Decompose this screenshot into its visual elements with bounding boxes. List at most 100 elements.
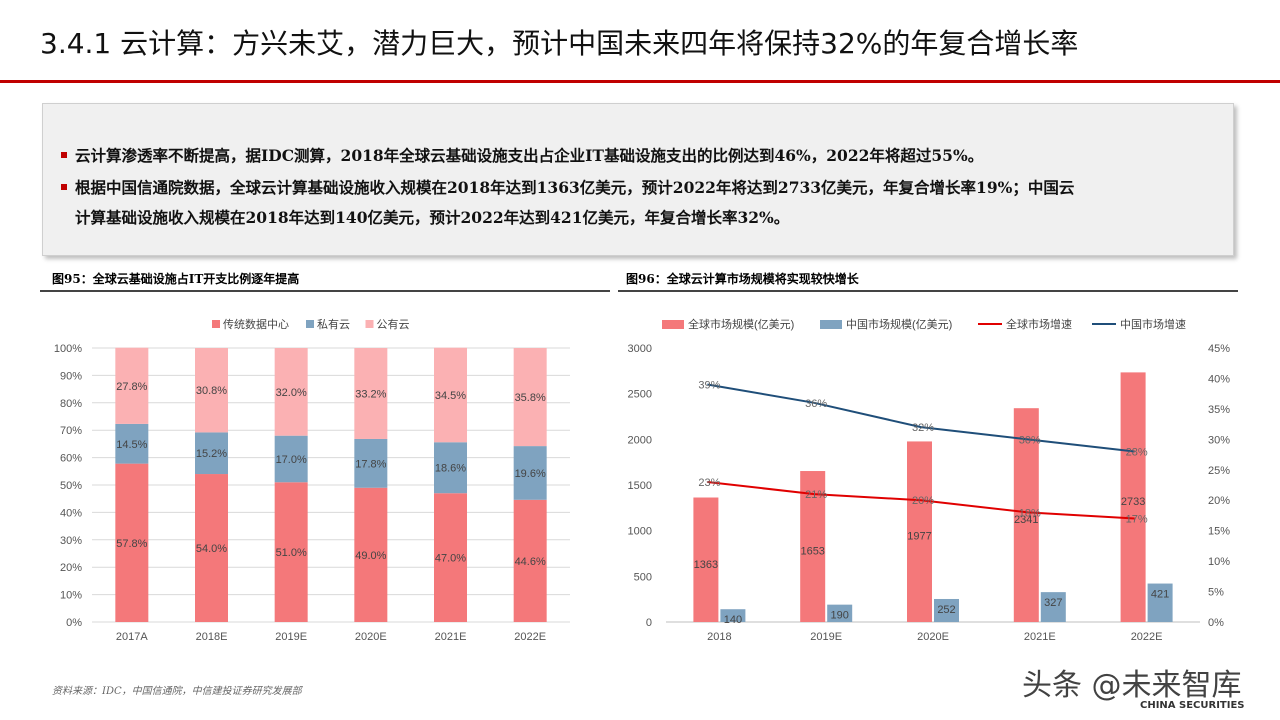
- legend-swatch-2: [365, 320, 374, 328]
- bullet-2: 根据中国信通院数据，全球云计算基础设施收入规模在2018年达到1363亿美元，预…: [61, 174, 1074, 202]
- legend-label-line-0: 全球市场增速: [1006, 317, 1072, 331]
- x-tick-label: 2018: [707, 631, 731, 643]
- line-data-label: 20%: [912, 495, 934, 507]
- bar-segment: [274, 348, 308, 436]
- bullet-1-text: 云计算渗透率不断提高，据IDC测算，2018年全球云基础设施支出占企业IT基础设…: [75, 146, 984, 165]
- line-data-label: 30%: [1019, 434, 1041, 446]
- line-data-label: 17%: [1126, 513, 1148, 525]
- data-label: 51.0%: [276, 547, 307, 559]
- y2-tick-label: 15%: [1208, 526, 1230, 538]
- y2-tick-label: 40%: [1208, 373, 1230, 385]
- legend-label-2: 公有云: [377, 317, 410, 331]
- data-label: 44.6%: [515, 556, 546, 568]
- legend-label-line-1: 中国市场增速: [1120, 317, 1186, 331]
- bar-segment: [354, 438, 388, 488]
- cloud-market-combo-chart: 全球市场规模(亿美元) 中国市场规模(亿美元) 全球市场增速 中国市场增速 0 500 10…: [628, 317, 1231, 643]
- bar-segment: [195, 432, 228, 475]
- legend-label-1: 私有云: [317, 317, 350, 331]
- y-tick-label: 70%: [60, 425, 82, 437]
- bar-segment: [115, 347, 149, 424]
- x-tick-label: 2022E: [514, 631, 546, 643]
- data-label: 33.2%: [355, 388, 386, 400]
- data-label: 30.8%: [196, 385, 227, 397]
- bar-data-label: 252: [937, 604, 955, 616]
- bar-data-label: 140: [724, 614, 742, 626]
- line-data-label: 32%: [912, 422, 934, 434]
- bar-segment: [513, 348, 547, 447]
- bar-segment: [195, 474, 228, 622]
- bar: [693, 497, 719, 622]
- bar-data-label: 1977: [907, 531, 931, 543]
- data-label: 47.0%: [435, 553, 466, 565]
- data-label: 17.0%: [276, 454, 307, 466]
- bar: [720, 609, 746, 622]
- y-tick-label: 40%: [60, 507, 82, 519]
- figure-96-title: 图96：全球云计算市场规模将实现较快增长: [626, 272, 859, 286]
- y2-tick-label: 35%: [1208, 404, 1230, 416]
- bar: [1013, 408, 1039, 622]
- line-data-label: 28%: [1126, 447, 1148, 459]
- y2-tick-label: 25%: [1208, 465, 1230, 477]
- bar: [800, 471, 826, 622]
- y2-tick-label: 5%: [1208, 587, 1224, 599]
- legend-label-0: 传统数据中心: [223, 317, 289, 331]
- y2-tick-label: 10%: [1208, 556, 1230, 568]
- bar-data-label: 2341: [1014, 514, 1038, 526]
- y-tick-label: 2500: [628, 389, 652, 401]
- data-label: 27.8%: [116, 381, 147, 393]
- bullet-2-continuation: 计算基础设施收入规模在2018年达到140亿美元，预计2022年达到421亿美元…: [75, 208, 790, 227]
- figure-96-rule: [618, 290, 1238, 292]
- y-tick-label: 60%: [60, 453, 82, 465]
- bar-segment: [115, 463, 149, 622]
- x-tick-label: 2020E: [355, 631, 387, 643]
- x-tick-label: 2019E: [275, 631, 307, 643]
- figure-95-rule: [40, 290, 610, 292]
- watermark: 头条 @未来智库: [1022, 668, 1242, 703]
- bar-data-label: 2733: [1121, 496, 1145, 508]
- bar-segment: [354, 487, 388, 622]
- line-data-label: 18%: [1019, 507, 1041, 519]
- data-label: 15.2%: [196, 448, 227, 460]
- y-tick-label: 1500: [628, 480, 652, 492]
- y2-tick-label: 30%: [1208, 434, 1230, 446]
- y-tick-label: 10%: [60, 590, 82, 602]
- data-label: 19.6%: [515, 468, 546, 480]
- data-label: 34.5%: [435, 390, 466, 402]
- y-tick-label: 0: [646, 617, 652, 629]
- y2-tick-label: 45%: [1208, 343, 1230, 355]
- data-label: 14.5%: [116, 439, 147, 451]
- bar-data-label: 327: [1044, 597, 1062, 609]
- bar-data-label: 1363: [694, 559, 718, 571]
- bar-segment: [513, 446, 547, 500]
- y-tick-label: 100%: [54, 343, 82, 355]
- legend-label-bar-0: 全球市场规模(亿美元): [688, 317, 794, 331]
- x-tick-label: 2022E: [1131, 631, 1163, 643]
- bullet-1: 云计算渗透率不断提高，据IDC测算，2018年全球云基础设施支出占企业IT基础设…: [61, 142, 983, 170]
- bar-segment: [195, 348, 228, 433]
- bar: [1147, 583, 1173, 622]
- source-note: 资料来源：IDC，中国信通院，中信建投证券研究发展部: [52, 686, 302, 697]
- line-data-label: 39%: [698, 380, 720, 392]
- y-tick-label: 2000: [628, 434, 652, 446]
- data-label: 35.8%: [515, 392, 546, 404]
- bullet-2-text: 根据中国信通院数据，全球云计算基础设施收入规模在2018年达到1363亿美元，预…: [75, 178, 1075, 197]
- data-label: 57.8%: [116, 538, 147, 550]
- data-label: 32.0%: [276, 387, 307, 399]
- x-tick-label: 2017A: [116, 631, 148, 643]
- title-divider: [0, 80, 1280, 83]
- bar: [1040, 592, 1066, 622]
- bar: [827, 604, 853, 622]
- series-line-1: [707, 383, 1135, 453]
- bar-data-label: 1653: [800, 546, 824, 558]
- legend-swatch-1: [306, 320, 314, 328]
- bar: [934, 598, 959, 622]
- y-tick-label: 20%: [60, 562, 82, 574]
- y-tick-label: 90%: [60, 370, 82, 382]
- bullet-square-icon: [61, 152, 67, 158]
- y-tick-label: 3000: [628, 343, 652, 355]
- x-tick-label: 2019E: [810, 631, 842, 643]
- data-label: 54.0%: [196, 543, 227, 555]
- bar-segment: [274, 435, 308, 483]
- bar-data-label: 190: [831, 610, 849, 622]
- x-tick-label: 2020E: [917, 631, 949, 643]
